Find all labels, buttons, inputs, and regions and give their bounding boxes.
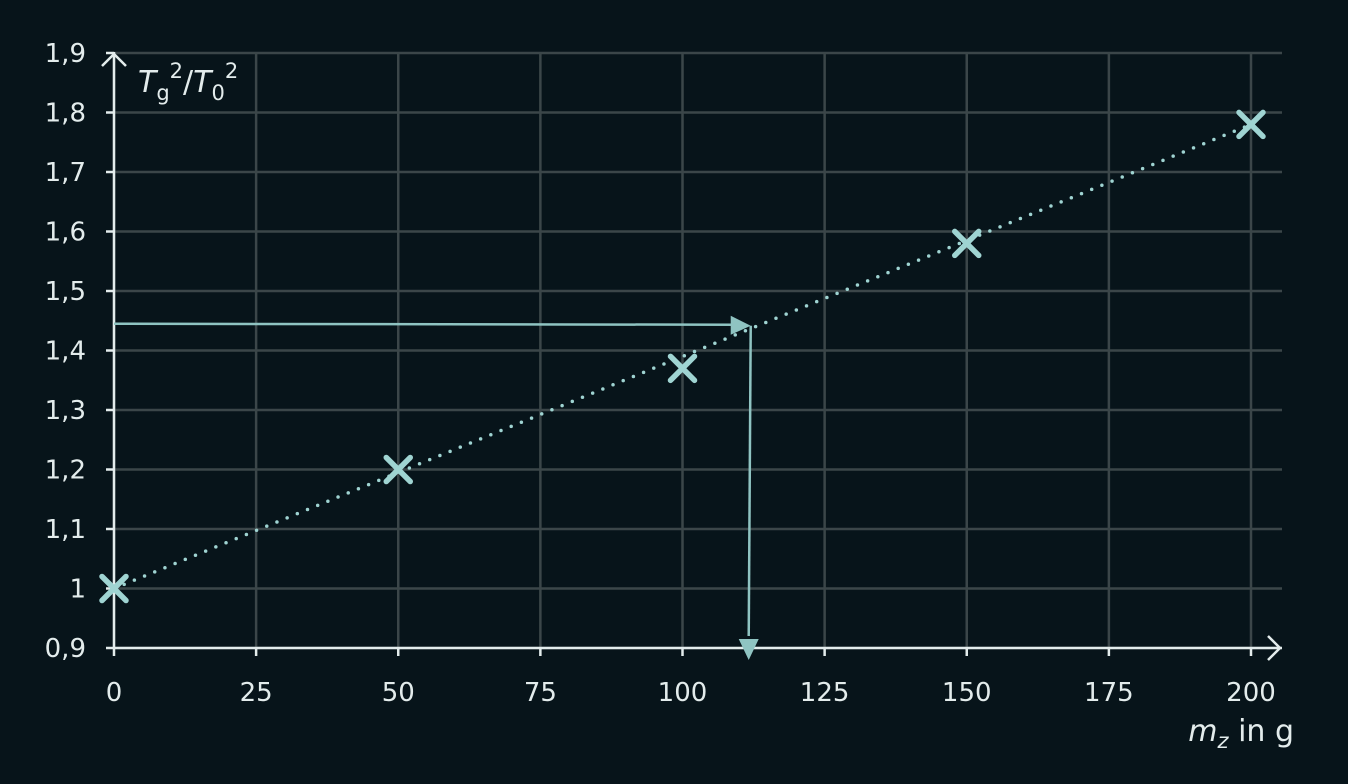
- marker-stroke: [383, 454, 413, 485]
- readoff-vertical-line: [747, 325, 752, 637]
- readoff-arrows: [113, 315, 759, 660]
- axes: [101, 51, 1282, 661]
- y-tick-label: 0,9: [45, 634, 86, 664]
- y-tick-label: 1,3: [45, 396, 86, 426]
- trendline-dotted: [112, 122, 1253, 591]
- data-point-marker: [383, 454, 413, 485]
- marker-stroke: [1236, 109, 1266, 140]
- readoff-horizontal-arrowhead: [730, 315, 751, 335]
- trendline: [112, 122, 1253, 591]
- y-tick-label: 1,5: [45, 277, 86, 307]
- data-point-marker: [1236, 109, 1266, 140]
- x-tick-label: 0: [106, 678, 123, 708]
- x-tick-label: 175: [1084, 678, 1134, 708]
- x-tick-label: 200: [1226, 678, 1276, 708]
- x-tick-label: 25: [240, 678, 273, 708]
- y-tick-label: 1,2: [45, 456, 86, 486]
- marker-stroke: [99, 573, 129, 604]
- x-axis-arrow: [1267, 635, 1282, 661]
- marker-stroke: [952, 228, 982, 259]
- x-tick-label: 125: [800, 678, 850, 708]
- y-tick-label: 1,8: [45, 99, 86, 129]
- marker-stroke: [667, 353, 698, 384]
- y-tick-labels: 0,9 1 1,1 1,2 1,3 1,4 1,5 1,6 1,7 1,8 1,9: [45, 39, 86, 664]
- data-point-marker: [667, 353, 698, 384]
- y-tick-label: 1: [69, 575, 86, 605]
- y-tick-label: 1,7: [45, 158, 86, 188]
- x-tick-label: 150: [942, 678, 992, 708]
- y-tick-label: 1,9: [45, 39, 86, 69]
- x-tick-label: 50: [382, 678, 415, 708]
- x-tick-labels: 0 25 50 75 100 125 150 175 200: [106, 678, 1276, 708]
- y-axis-label: Tg2/T02: [138, 59, 238, 105]
- data-point-marker: [99, 573, 129, 604]
- x-tick-label: 100: [658, 678, 708, 708]
- data-points: [99, 109, 1266, 604]
- y-tick-label: 1,6: [45, 218, 86, 248]
- grid: [112, 51, 1282, 650]
- readoff-horizontal-line: [113, 322, 737, 326]
- data-point-marker: [952, 228, 982, 259]
- x-tick-label: 75: [524, 678, 557, 708]
- readoff-vertical-arrowhead: [738, 639, 759, 660]
- x-axis-label: mz in g: [1188, 714, 1294, 753]
- y-tick-label: 1,1: [45, 515, 86, 545]
- y-tick-label: 1,4: [45, 337, 86, 367]
